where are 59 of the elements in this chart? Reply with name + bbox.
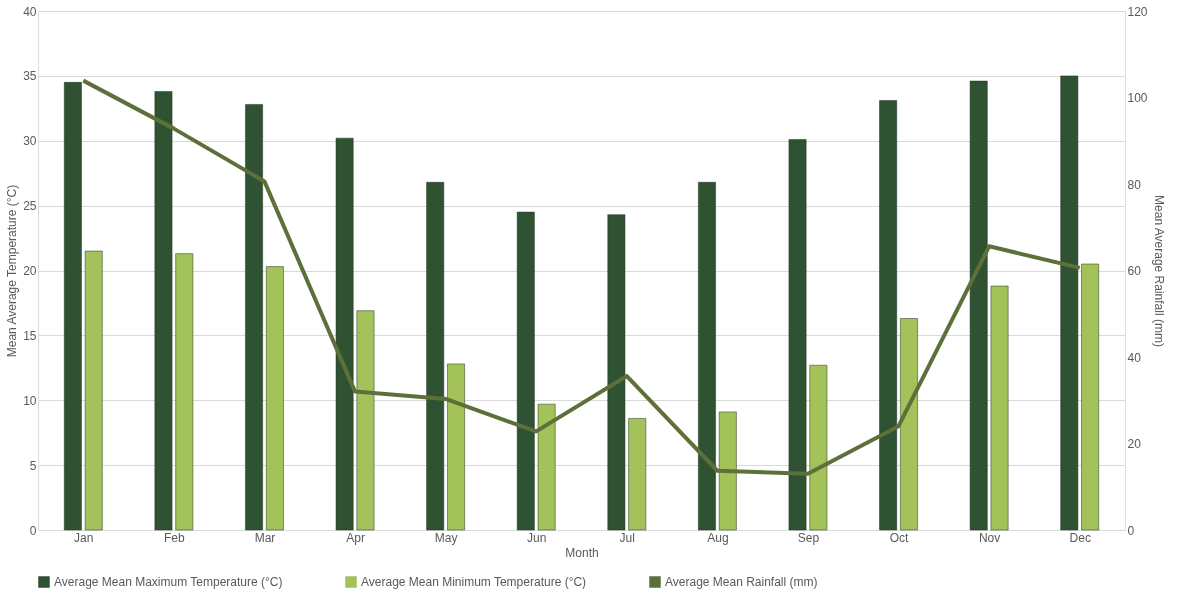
x-tick-label: Dec	[1069, 530, 1091, 545]
bar	[335, 137, 354, 531]
y-tick-label: 30	[23, 134, 37, 149]
x-tick-label: Apr	[346, 530, 365, 545]
y2-tick-label: 0	[1127, 523, 1135, 538]
y2-axis-title: Mean Average Rainfall (mm)	[1151, 195, 1166, 347]
y-tick-label: 35	[23, 69, 37, 84]
bar	[516, 211, 535, 531]
bar	[607, 214, 626, 531]
bar	[788, 139, 807, 531]
x-tick-label: May	[434, 530, 458, 545]
bar	[154, 91, 173, 531]
y-tick-label: 15	[23, 328, 37, 343]
bar	[64, 82, 82, 531]
x-tick-label: Sep	[797, 530, 820, 545]
legend-label: Average Mean Rainfall (mm)	[665, 575, 818, 589]
bar	[426, 182, 445, 531]
x-tick-label: Feb	[164, 530, 186, 545]
y-tick-label: 10	[23, 393, 37, 408]
y-tick-label: 5	[29, 458, 37, 473]
bar	[245, 104, 263, 531]
y2-tick-label: 20	[1127, 437, 1142, 451]
bar	[175, 253, 194, 531]
y2-tick-label: 100	[1127, 91, 1148, 105]
legend-label: Average Mean Minimum Temperature (°C)	[361, 575, 587, 589]
bar	[84, 250, 103, 531]
y2-tick-label: 40	[1127, 350, 1142, 365]
y-tick-label: 25	[23, 199, 37, 214]
y-axis-title: Mean Average Temperature (°C)	[5, 184, 20, 358]
x-tick-label: Nov	[978, 530, 1001, 545]
y2-tick-label: 120	[1127, 4, 1148, 19]
x-tick-label: Aug	[707, 530, 729, 545]
bar	[990, 285, 1009, 531]
line-series	[81, 78, 1082, 476]
bar	[698, 182, 716, 531]
x-tick-label: Oct	[889, 530, 910, 545]
bar	[809, 364, 828, 531]
bar	[356, 310, 375, 531]
bar	[447, 363, 465, 531]
y2-tick-label: 60	[1127, 264, 1142, 278]
bar	[628, 418, 647, 531]
y2-tick-label: 80	[1127, 177, 1142, 192]
y-tick-label: 0	[29, 523, 37, 538]
bar	[718, 411, 737, 531]
bar	[879, 100, 897, 531]
x-tick-label: Mar	[254, 530, 276, 545]
bar	[1060, 75, 1079, 531]
bar	[969, 80, 988, 531]
x-axis-title: Month	[565, 545, 599, 560]
x-tick-label: Jun	[527, 530, 547, 545]
bar	[266, 266, 284, 531]
x-tick-label: Jan	[74, 530, 94, 545]
bar	[900, 318, 918, 531]
bar	[1081, 263, 1099, 531]
x-tick-label: Jul	[619, 530, 635, 545]
y-tick-label: 20	[23, 264, 37, 278]
bar	[537, 403, 556, 531]
y-tick-label: 40	[23, 4, 37, 19]
legend-label: Average Mean Maximum Temperature (°C)	[54, 575, 283, 589]
